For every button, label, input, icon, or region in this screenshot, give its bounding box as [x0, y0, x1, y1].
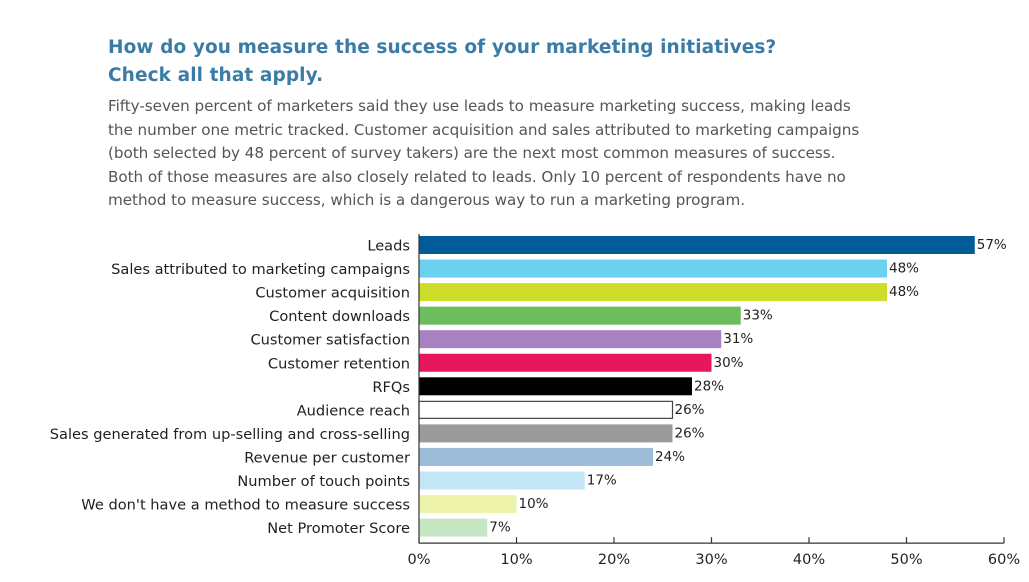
- bar: [419, 495, 517, 514]
- value-label: 31%: [723, 331, 753, 347]
- bar: [419, 259, 887, 278]
- value-label: 48%: [889, 284, 919, 300]
- x-tick-label: 60%: [988, 552, 1020, 568]
- bar: [419, 518, 488, 537]
- bar: [419, 236, 975, 254]
- value-label: 28%: [694, 378, 724, 394]
- category-label: Sales attributed to marketing campaigns: [111, 261, 410, 278]
- x-tick-label: 20%: [598, 552, 630, 568]
- category-label: Audience reach: [297, 402, 410, 419]
- value-label: 26%: [675, 425, 705, 441]
- description-line: the number one metric tracked. Customer …: [108, 120, 860, 139]
- bar: [418, 400, 674, 419]
- category-label: Sales generated from up-selling and cros…: [50, 426, 410, 443]
- value-label: 24%: [655, 449, 685, 465]
- category-label: Revenue per customer: [244, 449, 410, 466]
- value-label: 33%: [743, 308, 773, 324]
- title-line-1: How do you measure the success of your m…: [108, 37, 777, 58]
- bar: [419, 447, 653, 466]
- category-label: Leads: [367, 238, 410, 255]
- bar: [419, 424, 673, 443]
- category-label: Customer satisfaction: [250, 332, 410, 349]
- bar: [419, 330, 722, 349]
- value-label: 17%: [587, 473, 617, 489]
- x-tick-label: 40%: [793, 552, 825, 568]
- description-paragraph: Fifty-seven percent of marketers said th…: [108, 95, 938, 213]
- x-tick-label: 30%: [695, 552, 727, 568]
- x-tick-label: 10%: [500, 552, 532, 568]
- category-label: RFQs: [372, 379, 410, 396]
- x-tick-label: 0%: [407, 552, 430, 568]
- value-label: 30%: [714, 355, 744, 371]
- value-label: 57%: [977, 237, 1007, 253]
- value-label: 7%: [489, 520, 511, 536]
- value-label: 10%: [519, 496, 549, 512]
- category-label: Content downloads: [269, 308, 410, 325]
- category-label: Net Promoter Score: [267, 520, 410, 537]
- description-line: Fifty-seven percent of marketers said th…: [108, 97, 851, 115]
- value-label: 48%: [889, 261, 919, 277]
- bar: [419, 471, 585, 490]
- bar: [419, 377, 692, 396]
- bar: [419, 306, 741, 325]
- value-label: 26%: [675, 402, 705, 418]
- category-label: Number of touch points: [237, 473, 410, 490]
- bar: [419, 353, 712, 372]
- chart-title: How do you measure the success of your m…: [108, 34, 988, 90]
- bar: [419, 283, 887, 302]
- category-label: We don't have a method to measure succes…: [81, 497, 410, 514]
- category-label: Customer acquisition: [255, 285, 410, 302]
- title-line-2: Check all that apply.: [108, 65, 324, 86]
- description-line: method to measure success, which is a da…: [108, 191, 745, 209]
- x-tick-label: 50%: [890, 552, 922, 568]
- category-label: Customer retention: [268, 355, 410, 372]
- description-line: (both selected by 48 percent of survey t…: [108, 144, 836, 162]
- description-line: Both of those measures are also closely …: [108, 167, 846, 186]
